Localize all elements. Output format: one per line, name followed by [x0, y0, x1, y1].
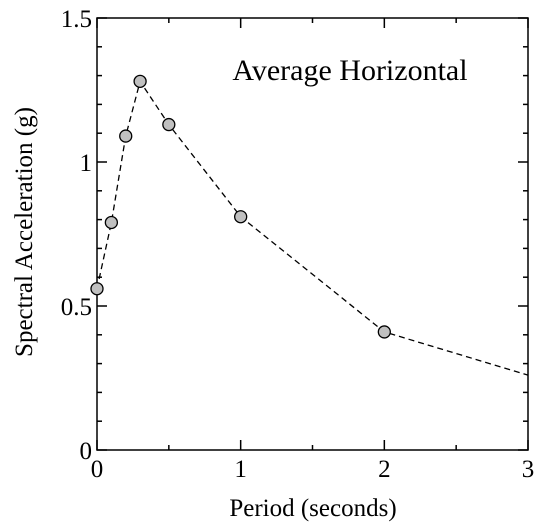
data-point [133, 74, 147, 89]
y-tick-label: 1 [80, 150, 93, 177]
x-tick-label: 0 [91, 456, 104, 483]
plot-area: 0 1 2 3 0 0.5 1 1.5 [61, 6, 535, 483]
y-tick-label: 0 [80, 438, 93, 465]
y-axis-label: Spectral Acceleration (g) [11, 107, 38, 357]
x-axis-label: Period (seconds) [229, 495, 396, 522]
chart-title: Average Horizontal [232, 54, 467, 87]
y-tick-label: 0.5 [61, 294, 92, 321]
data-point [119, 129, 133, 143]
x-tick-label: 2 [378, 456, 391, 483]
x-tick-label: 1 [234, 456, 247, 483]
series-line [96, 79, 529, 376]
data-point [104, 215, 119, 230]
y-tick-label: 1.5 [61, 6, 92, 33]
data-point [234, 210, 248, 224]
data-point [162, 117, 176, 132]
x-tick-label: 3 [522, 456, 535, 483]
data-point [90, 282, 104, 296]
data-point [377, 325, 391, 339]
